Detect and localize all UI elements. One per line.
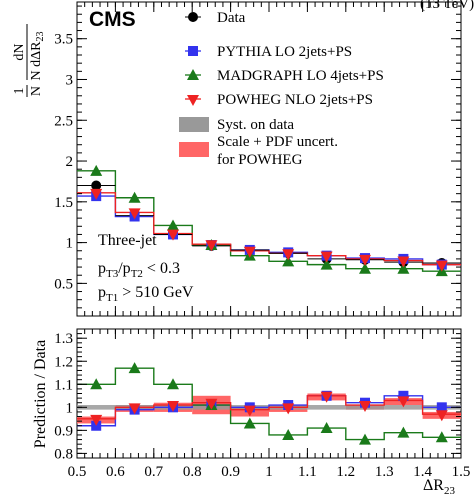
ratio-ytick-label: 0.8 [54, 446, 73, 462]
ratio-ytick-label: 0.9 [54, 423, 73, 439]
main-ylabel-frac-num: 1 [12, 88, 27, 95]
main-madgraph-point [167, 219, 179, 231]
main-powheg-point [243, 246, 256, 258]
main-ytick-label: 2.5 [54, 113, 73, 129]
ratio-madgraph-point [397, 426, 410, 438]
main-ylabel-den: N dΔR23 [29, 32, 46, 81]
ratio-ytick-label: 1 [66, 400, 74, 416]
selection-line1: Three-jet [98, 232, 157, 249]
main-ylabel-frac-den: N [29, 86, 44, 96]
ratio-madgraph-point [90, 378, 103, 390]
legend-scale-label-line1: Scale + PDF uncert. [217, 134, 338, 150]
ratio-madgraph-point [243, 417, 256, 429]
ratio-ytick-label: 1.3 [54, 331, 73, 347]
main-madgraph-point [397, 262, 410, 274]
main-ytick-label: 1.5 [54, 195, 73, 211]
main-data-point [91, 180, 102, 191]
x-tick-label: 0.7 [144, 464, 163, 480]
legend-powheg-marker [187, 95, 199, 106]
experiment-label: CMS [89, 8, 136, 31]
ratio-madgraph-point [320, 422, 333, 434]
legend-data-label: Data [217, 10, 246, 26]
ratio-madgraph-point [167, 378, 179, 390]
main-madgraph-point [128, 191, 141, 203]
x-tick-label: 1.4 [413, 464, 432, 480]
main-powheg-point [90, 188, 103, 200]
ratio-powheg-point [128, 403, 141, 415]
ratio-syst-band [77, 405, 116, 410]
x-tick-label: 1.5 [452, 464, 471, 480]
ratio-powheg-point [282, 403, 295, 415]
ratio-syst-band [307, 405, 346, 410]
legend-syst-label: Syst. on data [217, 117, 294, 133]
main-ylabel-num: dN [12, 43, 27, 60]
main-powheg-line [77, 192, 461, 266]
main-madgraph-line [77, 170, 461, 272]
x-tick-label: 0.6 [106, 464, 125, 480]
main-powheg-point [282, 249, 295, 261]
ratio-madgraph-line [77, 367, 461, 441]
ratio-powheg-point [167, 401, 179, 413]
selection-line2: pT3/pT2 < 0.3 [98, 260, 180, 280]
legend-powheg-label: POWHEG NLO 2jets+PS [217, 92, 373, 108]
legend-data-marker [188, 12, 198, 22]
main-powheg-point [435, 260, 448, 272]
main-madgraph-point [320, 258, 333, 270]
legend-madgraph-marker [187, 69, 199, 80]
main-madgraph-point [90, 164, 103, 176]
ratio-madgraph-point [282, 428, 295, 440]
main-powheg-point [397, 256, 410, 268]
main-ylabel: 1 N dN N dΔR23 [12, 24, 46, 97]
x-tick-label: 0.9 [221, 464, 240, 480]
ratio-powheg-point [205, 398, 218, 410]
x-tick-label: 0.8 [183, 464, 202, 480]
main-ytick-label: 0.5 [54, 276, 73, 292]
ratio-pythia-point [436, 402, 447, 413]
legend-syst-swatch [179, 117, 209, 132]
selection-line3: pT1 > 510 GeV [98, 284, 194, 304]
x-axis-label: ΔR23 [423, 477, 455, 497]
main-ytick-label: 3.5 [54, 32, 73, 48]
ratio-ytick-label: 1.2 [54, 354, 73, 370]
main-madgraph-point [359, 262, 371, 274]
main-powheg-point [359, 254, 371, 266]
legend-madgraph-label: MADGRAPH LO 4jets+PS [217, 68, 384, 84]
ratio-powheg-point [397, 396, 410, 408]
x-tick-label: 1.3 [375, 464, 394, 480]
main-powheg-point [205, 240, 218, 252]
ratio-pythia-point [398, 390, 409, 401]
ratio-powheg-point [359, 401, 371, 413]
main-ytick-label: 1 [66, 236, 74, 252]
ratio-powheg-point [435, 410, 448, 422]
ratio-pythia-line [77, 395, 461, 427]
legend-pythia-marker [188, 46, 198, 56]
main-ytick-label: 2 [66, 154, 74, 170]
main-powheg-point [167, 229, 179, 241]
x-tick-label: 1.2 [336, 464, 355, 480]
ratio-madgraph-point [435, 431, 448, 443]
legend: Data PYTHIA LO 2jets+PS MADGRAPH LO 4jet… [179, 10, 384, 168]
ratio-powheg-point [320, 391, 333, 403]
x-tick-label: 0.5 [68, 464, 87, 480]
x-tick-label: 1.1 [298, 464, 317, 480]
main-powheg-point [320, 251, 333, 263]
ratio-ylabel: Prediction / Data [32, 340, 49, 448]
legend-scale-swatch [179, 142, 209, 157]
ratio-powheg-point [90, 414, 103, 426]
x-tick-label: 1 [265, 464, 273, 480]
main-ytick-label: 3 [66, 72, 74, 88]
ratio-powheg-point [243, 405, 256, 417]
main-madgraph-point [282, 255, 295, 267]
ratio-ytick-label: 1.1 [54, 377, 73, 393]
main-powheg-point [128, 208, 141, 220]
ratio-madgraph-point [128, 362, 141, 374]
legend-pythia-label: PYTHIA LO 2jets+PS [217, 44, 352, 60]
ratio-powheg-line [77, 395, 461, 420]
legend-scale-label-line2: for POWHEG [217, 152, 303, 168]
ratio-madgraph-point [359, 433, 371, 445]
